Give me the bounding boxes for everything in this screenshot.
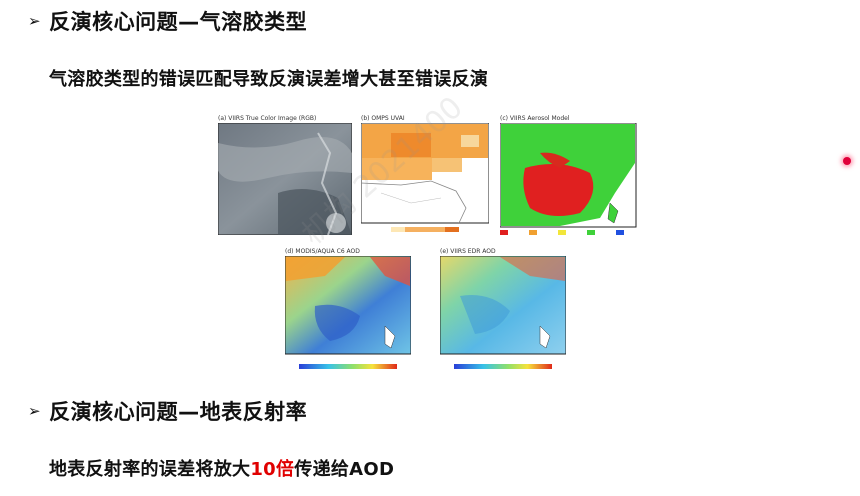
figure-panel-a: (a) VIIRS True Color Image (RGB) — [218, 114, 352, 235]
figure-panel-b: (b) OMPS UVAI — [361, 114, 489, 235]
section2-subtitle-pre: 地表反射率的误差将放大 — [49, 459, 250, 480]
panel-e-title: (e) VIIRS EDR AOD — [440, 247, 566, 256]
true-color-image — [218, 123, 352, 235]
arrow-bullet-icon: ➢ — [28, 402, 41, 420]
arrow-bullet-icon: ➢ — [28, 12, 41, 30]
laser-pointer-icon — [843, 157, 851, 165]
figure-panel-c: (c) VIIRS Aerosol Model — [500, 114, 644, 235]
panel-c-title: (c) VIIRS Aerosol Model — [500, 114, 644, 123]
section2-subtitle-post: 传递给AOD — [294, 459, 394, 480]
modis-aod-map — [285, 256, 411, 376]
aerosol-model-map — [500, 123, 644, 235]
panel-b-title: (b) OMPS UVAI — [361, 114, 489, 123]
section2-subtitle: 地表反射率的误差将放大10倍传递给AOD — [49, 455, 394, 481]
figure-panel-d: (d) MODIS/AQUA C6 AOD — [285, 247, 411, 376]
section1-subtitle: 气溶胶类型的错误匹配导致反演误差增大甚至错误反演 — [49, 65, 488, 91]
section2-heading: ➢ 反演核心问题—地表反射率 — [28, 396, 307, 426]
omps-uvai-map — [361, 123, 489, 235]
panel-a-title: (a) VIIRS True Color Image (RGB) — [218, 114, 352, 123]
highlight-10x: 10倍 — [250, 459, 294, 480]
section1-heading: ➢ 反演核心问题—气溶胶类型 — [28, 6, 307, 36]
figure-panel-e: (e) VIIRS EDR AOD — [440, 247, 566, 376]
viirs-aod-map — [440, 256, 566, 376]
section1-title: 反演核心问题—气溶胶类型 — [49, 6, 307, 36]
panel-d-title: (d) MODIS/AQUA C6 AOD — [285, 247, 411, 256]
section2-title: 反演核心问题—地表反射率 — [49, 396, 307, 426]
